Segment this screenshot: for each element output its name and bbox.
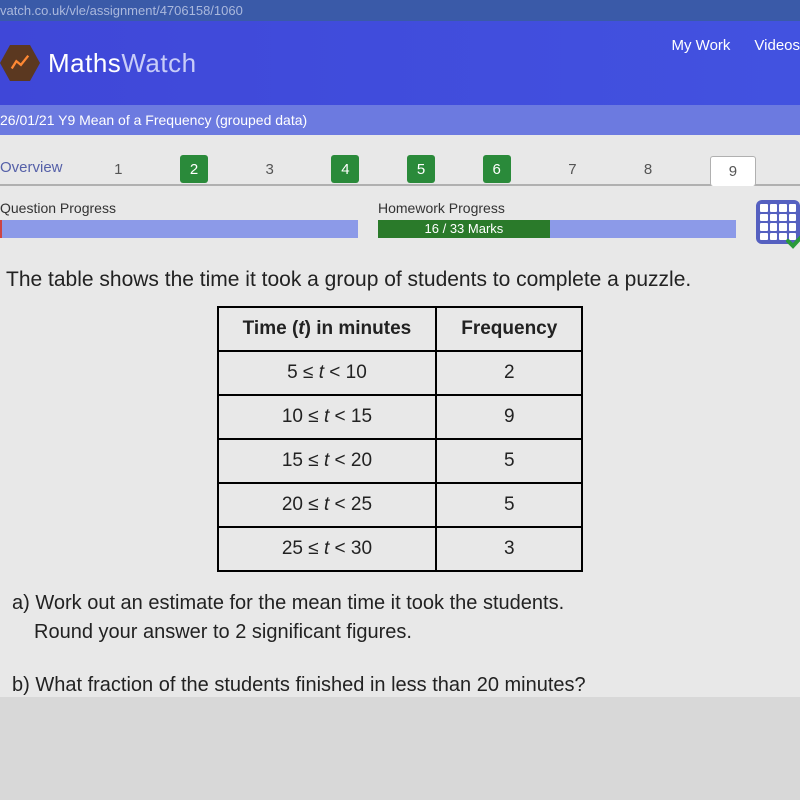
table-cell-frequency: 9 bbox=[436, 395, 582, 439]
table-cell-time: 15 ≤ t < 20 bbox=[218, 439, 437, 483]
homework-progress-bar: 16 / 33 Marks bbox=[378, 220, 736, 238]
table-cell-frequency: 5 bbox=[436, 439, 582, 483]
homework-progress-block: Homework Progress 16 / 33 Marks bbox=[378, 200, 736, 238]
nav-my-work[interactable]: My Work bbox=[672, 37, 731, 54]
logo-hexagon bbox=[0, 43, 40, 83]
progress-section: Question Progress Homework Progress 16 /… bbox=[0, 186, 800, 258]
tab-overview[interactable]: Overview bbox=[0, 151, 81, 184]
tab-question-9[interactable]: 9 bbox=[710, 156, 756, 186]
header-nav: My Work Videos bbox=[672, 37, 800, 54]
tab-question-5[interactable]: 5 bbox=[407, 155, 435, 183]
calculator-button[interactable] bbox=[756, 200, 800, 244]
logo-text: MathsWatch bbox=[48, 48, 197, 79]
table-row: 10 ≤ t < 159 bbox=[218, 395, 583, 439]
table-cell-time: 5 ≤ t < 10 bbox=[218, 351, 437, 395]
tab-question-4[interactable]: 4 bbox=[331, 155, 359, 183]
question-body: The table shows the time it took a group… bbox=[0, 258, 800, 697]
homework-progress-label: Homework Progress bbox=[378, 200, 736, 216]
tab-question-2[interactable]: 2 bbox=[180, 155, 208, 183]
homework-progress-text: 16 / 33 Marks bbox=[425, 220, 504, 238]
table-cell-time: 25 ≤ t < 30 bbox=[218, 527, 437, 571]
table-cell-frequency: 5 bbox=[436, 483, 582, 527]
table-cell-time: 10 ≤ t < 15 bbox=[218, 395, 437, 439]
table-header-time: Time (t) in minutes bbox=[218, 307, 437, 351]
frequency-table: Time (t) in minutes Frequency 5 ≤ t < 10… bbox=[217, 306, 584, 572]
table-row: 15 ≤ t < 205 bbox=[218, 439, 583, 483]
logo[interactable]: MathsWatch bbox=[0, 43, 197, 83]
tab-question-6[interactable]: 6 bbox=[483, 155, 511, 183]
checkmark-icon bbox=[784, 228, 800, 252]
question-progress-marker bbox=[0, 220, 2, 238]
nav-videos[interactable]: Videos bbox=[754, 37, 800, 54]
table-cell-frequency: 3 bbox=[436, 527, 582, 571]
tab-question-7[interactable]: 7 bbox=[558, 155, 586, 183]
url-bar: vatch.co.uk/vle/assignment/4706158/1060 bbox=[0, 0, 800, 21]
tab-question-1[interactable]: 1 bbox=[104, 155, 132, 183]
question-tabs: Overview 1 2 3 4 5 6 7 8 9 bbox=[0, 135, 800, 186]
table-row: 20 ≤ t < 255 bbox=[218, 483, 583, 527]
question-intro-text: The table shows the time it took a group… bbox=[6, 268, 794, 292]
content-area: Overview 1 2 3 4 5 6 7 8 9 Question Progress Hom… bbox=[0, 135, 800, 697]
table-header-row: Time (t) in minutes Frequency bbox=[218, 307, 583, 351]
table-cell-time: 20 ≤ t < 25 bbox=[218, 483, 437, 527]
graph-icon bbox=[9, 52, 31, 74]
table-row: 25 ≤ t < 303 bbox=[218, 527, 583, 571]
table-row: 5 ≤ t < 102 bbox=[218, 351, 583, 395]
table-header-frequency: Frequency bbox=[436, 307, 582, 351]
tab-question-8[interactable]: 8 bbox=[634, 155, 662, 183]
table-cell-frequency: 2 bbox=[436, 351, 582, 395]
tab-question-3[interactable]: 3 bbox=[256, 155, 284, 183]
homework-progress-fill: 16 / 33 Marks bbox=[378, 220, 550, 238]
question-part-a-line2: Round your answer to 2 significant figur… bbox=[6, 621, 794, 644]
question-progress-block: Question Progress bbox=[0, 200, 358, 238]
app-header: MathsWatch My Work Videos bbox=[0, 21, 800, 105]
question-progress-bar bbox=[0, 220, 358, 238]
question-part-a-line1: a) Work out an estimate for the mean tim… bbox=[6, 592, 794, 615]
question-progress-label: Question Progress bbox=[0, 200, 358, 216]
assignment-title-bar: 26/01/21 Y9 Mean of a Frequency (grouped… bbox=[0, 105, 800, 135]
question-part-b: b) What fraction of the students finishe… bbox=[6, 674, 794, 697]
